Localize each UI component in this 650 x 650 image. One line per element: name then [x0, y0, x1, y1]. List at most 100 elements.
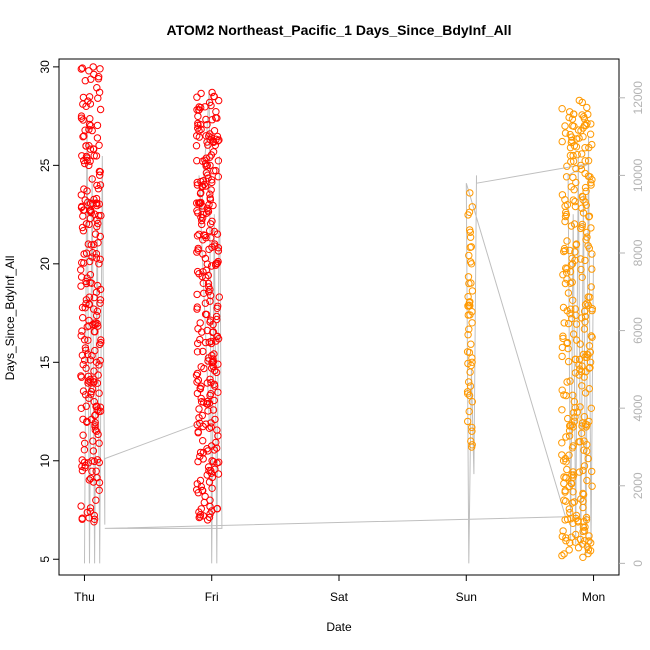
- scatter-point-s0-c0-97: [87, 390, 95, 398]
- scatter-point-s1-c1-163: [578, 150, 586, 158]
- scatter-point-s0-c1-234: [201, 182, 210, 190]
- scatter-point-s0-c1-49: [212, 312, 221, 321]
- scatter-point-s0-c0-228: [93, 307, 102, 315]
- scatter-point-s0-c1-157: [209, 406, 218, 414]
- scatter-point-s0-c0-73: [85, 120, 94, 129]
- scatter-point-s0-c1-258: [204, 207, 213, 216]
- scatter-point-s1-c1-63: [573, 151, 581, 159]
- scatter-point-s1-c1-18: [563, 378, 571, 386]
- scatter-point-s0-c0-11: [84, 240, 93, 248]
- scatter-point-s0-c1-132: [197, 394, 205, 403]
- scatter-point-s0-c1-198: [213, 333, 221, 341]
- scatter-point-s0-c0-237: [86, 375, 94, 384]
- scatter-point-s1-c1-199: [562, 173, 571, 181]
- scatter-point-s0-c0-95: [90, 515, 99, 523]
- scatter-point-s0-c0-156: [82, 402, 91, 410]
- scatter-point-s0-c1-252: [195, 414, 203, 422]
- scatter-point-s0-c0-198: [84, 198, 92, 206]
- scatter-point-s1-c1-95: [558, 137, 566, 146]
- scatter-point-s0-c1-228: [206, 220, 215, 228]
- scatter-point-s1-c0-41: [463, 348, 472, 356]
- scatter-point-s0-c0-132: [86, 257, 94, 266]
- scatter-point-s0-c0-191: [96, 340, 104, 349]
- scatter-point-s0-c0-147: [94, 371, 102, 379]
- scatter-point-s0-c1-220: [205, 478, 214, 486]
- scatter-point-s0-c1-161: [211, 465, 219, 473]
- scatter-point-s0-c1-155: [207, 339, 216, 348]
- scatter-point-s0-c0-28: [95, 486, 103, 494]
- scatter-point-s1-c1-299: [571, 369, 580, 377]
- scatter-point-s0-c0-208: [87, 415, 96, 424]
- scatter-point-s1-c1-245: [566, 377, 574, 385]
- scatter-point-s0-c0-41: [95, 141, 103, 150]
- scatter-point-s0-c0-81: [85, 476, 94, 484]
- scatter-point-s1-c1-277: [578, 111, 586, 119]
- scatter-point-s1-c1-42: [559, 271, 567, 279]
- y-tick-label-5: 30: [38, 60, 52, 74]
- scatter-point-s0-c0-212: [92, 402, 100, 411]
- scatter-point-s0-c1-260: [207, 234, 215, 242]
- scatter-point-s0-c1-159: [193, 207, 201, 215]
- x-tick-label-2: Sat: [330, 590, 349, 604]
- scatter-point-s0-c1-240: [214, 157, 223, 165]
- scatter-point-s1-c1-176: [568, 122, 577, 130]
- scatter-point-s1-c1-267: [563, 465, 571, 474]
- scatter-point-s0-c0-51: [93, 134, 102, 142]
- scatter-point-s1-c1-91: [569, 296, 577, 304]
- scatter-point-s0-c1-275: [201, 156, 209, 165]
- scatter-point-s0-c1-271: [202, 209, 211, 217]
- scatter-point-s0-c0-222: [85, 394, 93, 402]
- scatter-point-s1-c1-270: [572, 164, 580, 173]
- scatter-point-s1-c1-233: [585, 244, 593, 252]
- scatter-point-s0-c0-223: [93, 456, 102, 464]
- scatter-point-s1-c1-160: [558, 551, 566, 560]
- scatter-point-s0-c1-233: [197, 188, 205, 197]
- y-tick-label-1: 10: [38, 454, 52, 468]
- scatter-point-s0-c0-111: [88, 385, 97, 393]
- scatter-point-s1-c1-239: [586, 547, 595, 555]
- scatter-point-s0-c0-116: [96, 105, 105, 114]
- scatter-point-s0-c1-196: [193, 248, 201, 256]
- scatter-point-s0-c0-199: [96, 356, 104, 365]
- scatter-point-s0-c1-268: [202, 420, 210, 428]
- scatter-point-s1-c1-219: [561, 486, 569, 495]
- scatter-point-s1-c1-207: [565, 482, 573, 491]
- scatter-point-s1-c1-273: [583, 103, 591, 112]
- scatter-point-s1-c1-143: [566, 421, 575, 429]
- scatter-point-s0-c1-68: [193, 267, 202, 276]
- scatter-point-s1-c1-76: [564, 289, 573, 297]
- scatter-point-s0-c0-215: [86, 145, 95, 153]
- scatter-point-s0-c0-114: [91, 426, 100, 434]
- scatter-point-s1-c0-7: [468, 358, 476, 366]
- scatter-point-s0-c1-279: [206, 136, 215, 144]
- scatter-point-s0-c1-114: [212, 438, 220, 447]
- y2-tick-label-5: 10000: [631, 158, 645, 192]
- scatter-point-s1-c1-2: [561, 122, 569, 130]
- scatter-point-s0-c1-257: [207, 390, 215, 398]
- scatter-point-s1-c1-167: [565, 432, 574, 440]
- scatter-point-s1-c1-168: [564, 357, 573, 366]
- scatter-point-s0-c0-210: [88, 253, 96, 261]
- scatter-point-s0-c0-216: [79, 387, 88, 395]
- scatter-point-s1-c1-254: [558, 105, 566, 113]
- scatter-point-s1-c1-165: [577, 265, 585, 274]
- scatter-point-s0-c0-94: [86, 214, 95, 223]
- scatter-point-s0-c0-231: [96, 232, 105, 241]
- scatter-point-s0-c0-236: [82, 249, 91, 257]
- scatter-point-s0-c0-138: [93, 311, 101, 320]
- scatter-point-s0-c1-219: [196, 335, 204, 344]
- scatter-point-s0-c1-256: [197, 177, 205, 186]
- scatter-point-s0-c0-193: [80, 458, 89, 466]
- scatter-point-s0-c1-263: [207, 262, 216, 270]
- scatter-point-s1-c0-28: [467, 340, 475, 348]
- scatter-point-s0-c1-162: [206, 227, 214, 235]
- scatter-point-s1-c0-37: [464, 390, 472, 398]
- scatter-point-s0-c1-262: [209, 201, 217, 210]
- scatter-point-s1-c1-240: [560, 473, 568, 481]
- scatter-point-s0-c0-190: [87, 241, 96, 249]
- scatter-point-s1-c1-236: [558, 352, 566, 361]
- scatter-point-s0-c1-203: [210, 446, 219, 454]
- scatter-point-s0-c1-248: [206, 285, 214, 294]
- scatter-point-s1-c1-148: [576, 340, 584, 348]
